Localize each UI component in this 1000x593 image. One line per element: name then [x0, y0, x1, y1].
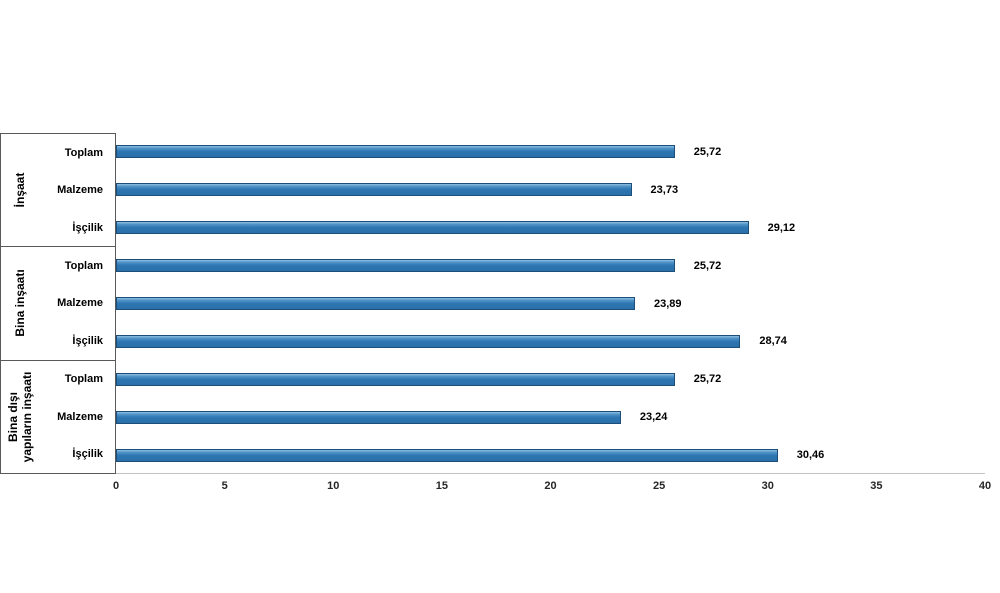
x-tick-label: 0	[112, 480, 120, 492]
bar-row: 25,72	[116, 133, 985, 171]
value-label: 25,72	[693, 259, 722, 272]
category-label: Malzeme	[57, 297, 103, 310]
group-label-area: Bina inşaatı	[1, 247, 39, 359]
value-label: 25,72	[693, 373, 722, 386]
group-label: Bina inşaatı	[13, 269, 27, 338]
bar-row: 28,74	[116, 322, 985, 360]
category-label: Malzeme	[57, 184, 103, 197]
grouped-bar-chart: İnşaat Toplam Malzeme İşçilik Bina inşaatı To…	[0, 133, 991, 492]
value-label: 23,24	[639, 411, 668, 424]
x-tick-label: 35	[870, 480, 883, 492]
group-label-area: İnşaat	[1, 134, 39, 246]
bar-row: 25,72	[116, 247, 985, 285]
category-group: Bina inşaatı Toplam Malzeme İşçilik	[1, 247, 115, 361]
bar	[116, 297, 635, 310]
category-label: Toplam	[64, 146, 103, 159]
value-label: 23,73	[650, 183, 679, 196]
category-label: Toplam	[64, 373, 103, 386]
group-label: İnşaat	[13, 172, 27, 208]
category-group: İnşaat Toplam Malzeme İşçilik	[1, 134, 115, 248]
group-label-area: Bina dışı yapıların inşaatı	[1, 361, 39, 473]
bar-row: 25,72	[116, 360, 985, 398]
category-label: Toplam	[64, 260, 103, 273]
category-labels: Toplam Malzeme İşçilik	[39, 361, 115, 473]
bar	[116, 410, 621, 424]
x-tick-label: 20	[544, 480, 557, 492]
category-label: İşçilik	[72, 448, 103, 461]
bar-row: 29,12	[116, 209, 985, 247]
x-tick-label: 5	[221, 480, 228, 492]
bar	[116, 372, 675, 386]
category-label: İşçilik	[72, 334, 103, 347]
value-label: 23,89	[654, 297, 682, 310]
bar	[116, 183, 632, 197]
bar	[116, 221, 749, 235]
value-label: 28,74	[759, 335, 787, 348]
bar-row: 23,89	[116, 285, 985, 323]
value-label: 25,72	[693, 145, 722, 158]
category-labels: Toplam Malzeme İşçilik	[39, 247, 115, 359]
bar-row: 23,24	[116, 398, 985, 436]
bar-row: 30,46	[116, 436, 985, 474]
bar	[116, 334, 741, 348]
x-tick-label: 40	[978, 480, 992, 492]
category-label: İşçilik	[72, 221, 103, 234]
x-axis-line	[116, 473, 985, 474]
x-tick-label: 25	[653, 480, 666, 492]
category-labels: Toplam Malzeme İşçilik	[39, 134, 115, 246]
bar	[116, 145, 675, 159]
x-tick-label: 15	[435, 480, 448, 492]
value-label: 30,46	[796, 449, 825, 462]
bar	[116, 259, 675, 273]
x-tick-label: 30	[761, 480, 774, 492]
category-group: Bina dışı yapıların inşaatı Toplam Malzeme…	[1, 361, 115, 473]
group-label: Bina dışı yapıların inşaatı	[6, 371, 34, 463]
bar-row: 23,73	[116, 171, 985, 209]
plot-area: 25,72 23,73 29,12 25,72 23,89 28,74 25,72 23,24…	[116, 133, 985, 474]
value-label: 29,12	[767, 221, 796, 234]
category-label: Malzeme	[57, 410, 103, 423]
bar	[116, 448, 778, 462]
x-tick-label: 10	[327, 480, 340, 492]
category-axis-box: İnşaat Toplam Malzeme İşçilik Bina inşaatı To…	[0, 133, 116, 474]
